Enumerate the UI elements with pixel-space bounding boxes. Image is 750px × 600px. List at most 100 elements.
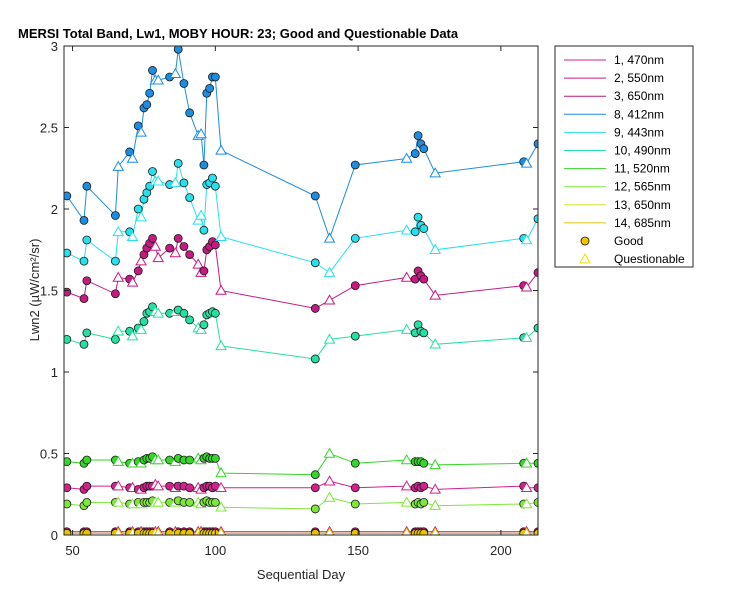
point-questionable xyxy=(400,323,413,334)
point-questionable xyxy=(429,499,442,510)
point-good xyxy=(179,308,189,318)
point-questionable xyxy=(135,211,147,222)
point-questionable xyxy=(400,224,413,235)
point-good xyxy=(79,256,89,266)
y-tick-label: 3 xyxy=(51,39,58,54)
y-tick-label: 0 xyxy=(51,528,58,543)
point-good xyxy=(64,457,72,467)
point-good xyxy=(199,160,209,170)
y-axis-label: Lwn2 (µW/cm²/sr) xyxy=(27,239,42,342)
legend-label: 13, 650nm xyxy=(614,198,671,212)
point-good xyxy=(145,88,155,98)
point-questionable xyxy=(195,209,207,220)
point-good xyxy=(310,504,320,514)
point-good xyxy=(165,243,175,253)
point-good xyxy=(82,328,92,338)
point-questionable xyxy=(429,289,442,300)
point-good xyxy=(79,216,89,225)
point-questionable xyxy=(400,480,413,491)
point-questionable xyxy=(169,67,182,78)
point-good xyxy=(185,455,195,465)
point-questionable xyxy=(215,467,227,478)
point-questionable xyxy=(152,74,165,85)
point-good xyxy=(64,499,72,509)
point-good xyxy=(533,268,538,277)
point-good xyxy=(110,256,120,266)
point-good xyxy=(419,224,429,233)
point-good xyxy=(310,354,320,364)
point-good xyxy=(82,235,92,245)
x-tick-label: 50 xyxy=(65,543,79,558)
point-questionable xyxy=(400,152,413,163)
point-good xyxy=(350,233,360,243)
x-axis-label: Sequential Day xyxy=(257,567,346,582)
point-good xyxy=(133,121,143,131)
point-questionable xyxy=(522,527,531,535)
point-good xyxy=(79,339,89,349)
legend-label: 1, 470nm xyxy=(614,53,664,67)
x-tick-label: 150 xyxy=(347,543,369,558)
y-axis: 0 0.5 1 1.5 2 2.5 3 xyxy=(40,39,538,543)
point-questionable xyxy=(112,271,125,282)
point-good xyxy=(185,483,195,493)
point-questionable xyxy=(126,276,139,287)
point-good xyxy=(410,227,420,237)
point-good xyxy=(79,294,89,304)
point-questionable xyxy=(149,240,162,251)
point-good xyxy=(310,304,320,313)
legend-label: 12, 565nm xyxy=(614,180,671,194)
point-good xyxy=(110,289,120,299)
point-good xyxy=(533,323,538,333)
point-questionable xyxy=(520,157,533,168)
point-good xyxy=(413,131,423,141)
point-good xyxy=(350,483,360,493)
point-good xyxy=(173,233,183,243)
point-good xyxy=(350,160,360,170)
point-good xyxy=(139,317,149,326)
point-questionable xyxy=(112,225,125,237)
point-questionable xyxy=(400,496,413,507)
legend-label: 10, 490nm xyxy=(614,144,671,158)
point-good xyxy=(185,315,195,325)
point-good xyxy=(350,281,360,291)
point-questionable xyxy=(323,475,336,486)
point-good xyxy=(419,458,429,468)
point-questionable xyxy=(323,447,336,458)
point-questionable xyxy=(169,176,182,188)
point-questionable xyxy=(400,271,413,282)
point-good xyxy=(179,242,189,251)
point-good xyxy=(64,483,72,493)
point-questionable xyxy=(520,498,533,509)
point-questionable xyxy=(112,160,125,171)
point-good xyxy=(64,335,72,344)
point-questionable xyxy=(215,230,227,241)
point-good xyxy=(210,453,220,463)
point-good xyxy=(110,211,120,220)
point-good xyxy=(148,233,157,243)
point-good xyxy=(199,225,209,235)
point-questionable xyxy=(323,232,336,243)
chart-title: MERSI Total Band, Lw1, MOBY HOUR: 23; Go… xyxy=(18,26,459,41)
point-good xyxy=(210,240,220,250)
point-good xyxy=(173,158,183,168)
point-good xyxy=(210,497,220,507)
point-questionable xyxy=(325,527,334,535)
point-good xyxy=(82,481,92,491)
point-questionable xyxy=(520,281,533,292)
point-good xyxy=(173,46,183,54)
point-questionable xyxy=(520,457,533,468)
point-good xyxy=(419,144,429,154)
point-good xyxy=(82,497,92,507)
point-good xyxy=(533,498,538,507)
point-good xyxy=(419,328,429,338)
legend-marker-good xyxy=(580,236,590,246)
point-questionable xyxy=(323,491,336,502)
point-questionable xyxy=(400,454,413,465)
point-questionable xyxy=(429,167,442,178)
point-questionable xyxy=(152,454,165,465)
point-good xyxy=(133,266,143,276)
point-good xyxy=(533,528,538,535)
point-questionable xyxy=(429,338,442,349)
point-good xyxy=(419,528,429,535)
point-good xyxy=(82,455,92,465)
